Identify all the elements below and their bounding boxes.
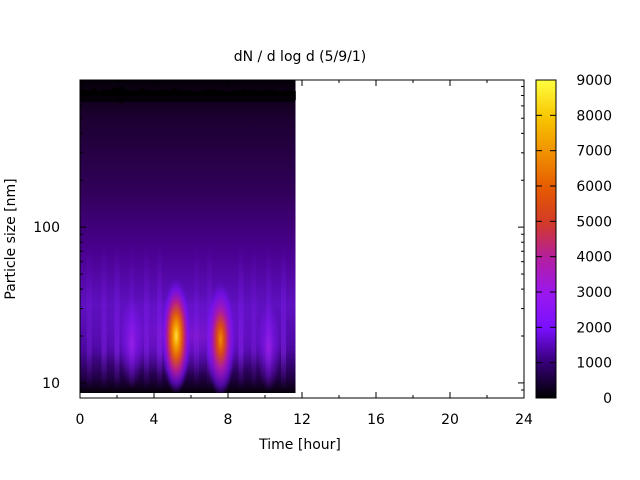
heatmap-top-cell bbox=[236, 91, 242, 100]
heatmap-top-cell bbox=[198, 91, 205, 100]
y-tick-label: 10 bbox=[42, 376, 60, 392]
heatmap-top-cell bbox=[96, 91, 102, 100]
heatmap-top-cell bbox=[150, 91, 156, 100]
heatmap-top-cell bbox=[187, 90, 194, 101]
colorbar-gradient bbox=[535, 79, 557, 399]
colorbar-tick-label: 4000 bbox=[576, 250, 612, 266]
heatmap-top-cell bbox=[247, 90, 253, 101]
x-tick-label: 12 bbox=[293, 412, 311, 428]
colorbar-ticks: 0 1000 2000 3000 4000 5000 6000 7000 8000 9000 bbox=[536, 73, 612, 407]
heatmap-top-cell bbox=[117, 86, 124, 103]
heatmap-streak bbox=[86, 242, 92, 391]
heatmap-feature-2 bbox=[205, 281, 236, 393]
heatmap-top-cell bbox=[139, 88, 145, 102]
heatmap-top-cell bbox=[225, 91, 232, 100]
heatmap-top-cell bbox=[166, 90, 172, 101]
colorbar-tick-label: 6000 bbox=[576, 179, 612, 195]
x-axis-label: Time [hour] bbox=[258, 437, 341, 453]
x-tick-label: 20 bbox=[441, 412, 459, 428]
heatmap-feature-4 bbox=[256, 302, 281, 393]
colorbar-tick-label: 7000 bbox=[576, 144, 612, 160]
heatmap-top-cell bbox=[112, 88, 119, 102]
heatmap-top-cell bbox=[214, 90, 221, 101]
heatmap-top-cell bbox=[279, 91, 286, 100]
colorbar: 0 1000 2000 3000 4000 5000 6000 7000 8000 9000 bbox=[535, 73, 612, 407]
heatmap-top-cell bbox=[155, 90, 162, 101]
heatmap-top-cell bbox=[182, 91, 189, 100]
heatmap-top-cell bbox=[241, 89, 248, 102]
heatmap-top-cell bbox=[160, 89, 167, 102]
x-tick-label: 4 bbox=[150, 412, 159, 428]
x-tick-label: 16 bbox=[367, 412, 385, 428]
heatmap-top-cell bbox=[106, 89, 113, 101]
heatmap-top-edge bbox=[80, 86, 296, 103]
heatmap-feature-3 bbox=[119, 298, 144, 389]
heatmap-top-cell bbox=[80, 96, 296, 102]
heatmap-top-cell bbox=[85, 90, 92, 101]
heatmap-top-cell bbox=[193, 91, 199, 100]
colorbar-tick-label: 0 bbox=[603, 391, 612, 407]
heatmap-streak bbox=[281, 242, 286, 391]
heatmap-data bbox=[80, 80, 296, 393]
colorbar-tick-label: 9000 bbox=[576, 73, 612, 89]
x-tick-label: 0 bbox=[76, 412, 85, 428]
x-axis-ticks: 0 4 8 12 16 20 24 bbox=[76, 80, 533, 428]
heatmap-top-cell bbox=[123, 89, 129, 102]
y-tick-label: 100 bbox=[33, 220, 60, 236]
y-axis-ticks: 10 100 bbox=[33, 85, 524, 392]
heatmap-top-cell bbox=[273, 91, 280, 100]
heatmap-top-cell bbox=[209, 89, 216, 102]
heatmap-top-cell bbox=[230, 90, 237, 101]
x-tick-label: 24 bbox=[515, 412, 533, 428]
heatmap-top-cell bbox=[176, 89, 183, 101]
heatmap-top-cell bbox=[90, 88, 97, 102]
y-axis-label: Particle size [nm] bbox=[3, 178, 19, 299]
colorbar-tick-label: 1000 bbox=[576, 356, 612, 372]
chart-title: dN / d log d (5/9/1) bbox=[234, 49, 367, 65]
heatmap-top-cell bbox=[203, 89, 210, 101]
x-tick-label: 8 bbox=[224, 412, 233, 428]
colorbar-tick-label: 3000 bbox=[576, 285, 612, 301]
heatmap-top-cell bbox=[257, 91, 264, 100]
heatmap-top-cell bbox=[284, 90, 291, 101]
heatmap-top-cell bbox=[263, 90, 269, 101]
heatmap-feature-1 bbox=[161, 278, 192, 393]
colorbar-tick-label: 5000 bbox=[576, 214, 612, 230]
heatmap-top-cell bbox=[252, 89, 259, 101]
colorbar-tick-label: 2000 bbox=[576, 320, 612, 336]
heatmap-top-cell bbox=[220, 91, 226, 100]
heatmap-top-cell bbox=[268, 89, 275, 101]
heatmap-top-cell bbox=[133, 90, 140, 101]
colorbar-tick-label: 8000 bbox=[576, 108, 612, 124]
heatmap-top-cell bbox=[290, 91, 296, 100]
heatmap-top-cell bbox=[144, 89, 151, 101]
heatmap-top-cell bbox=[101, 89, 108, 102]
heatmap-top-cell bbox=[171, 88, 178, 102]
heatmap-top-cell bbox=[128, 91, 135, 100]
